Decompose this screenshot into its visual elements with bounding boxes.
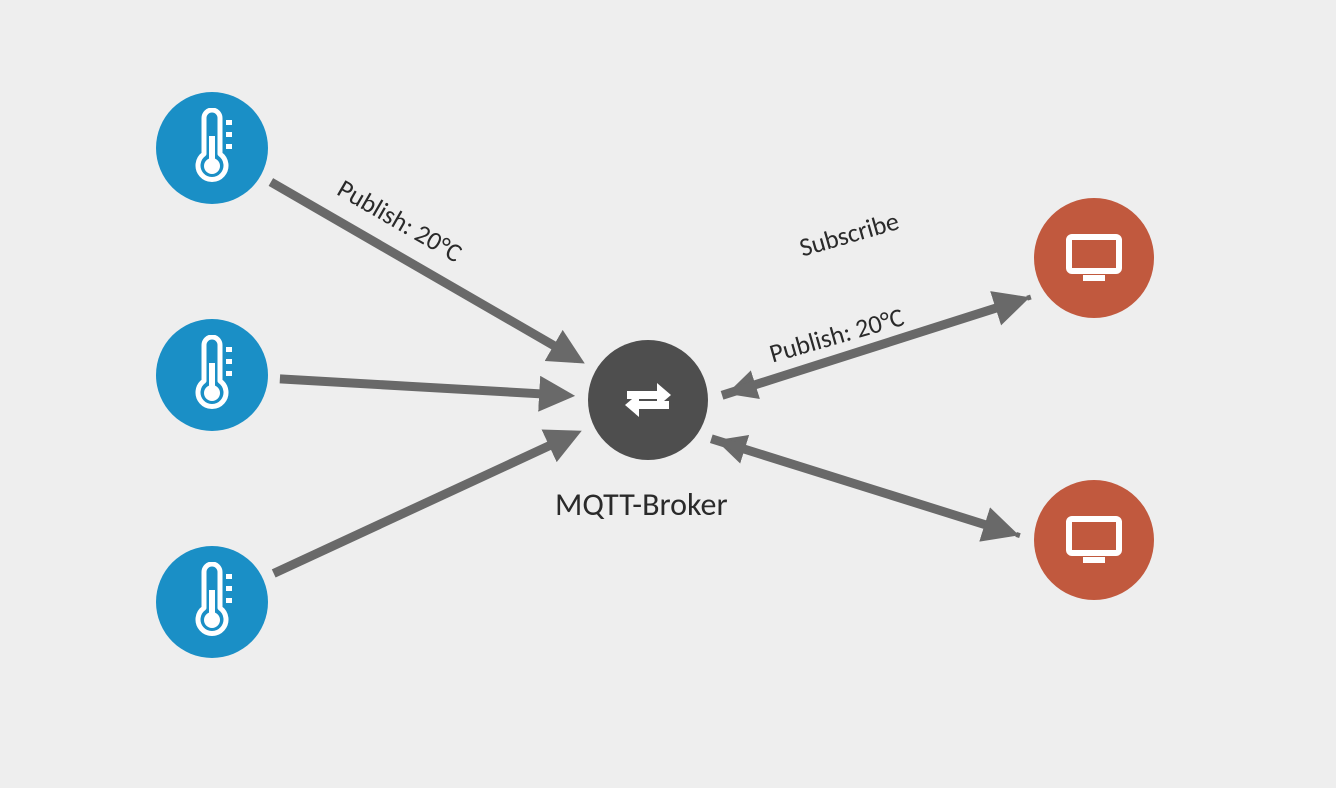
edge-arrow xyxy=(280,379,566,395)
sensor-node-3 xyxy=(156,546,268,658)
broker-label: MQTT-Broker xyxy=(555,485,728,524)
edge-arrow xyxy=(711,439,1010,533)
thermometer-icon xyxy=(182,335,242,415)
monitor-icon xyxy=(1059,505,1129,575)
sensor-node-2 xyxy=(156,319,268,431)
edge-arrow xyxy=(271,182,577,359)
client-node-2 xyxy=(1034,480,1154,600)
client-node-1 xyxy=(1034,198,1154,318)
edge-arrow xyxy=(274,434,574,573)
monitor-icon xyxy=(1059,223,1129,293)
thermometer-icon xyxy=(182,108,242,188)
exchange-icon xyxy=(613,365,683,435)
diagram-canvas: MQTT-Broker Publish: 20°C Subscribe Publ… xyxy=(0,0,1336,788)
broker-node xyxy=(588,340,708,460)
sensor-node-1 xyxy=(156,92,268,204)
thermometer-icon xyxy=(182,562,242,642)
